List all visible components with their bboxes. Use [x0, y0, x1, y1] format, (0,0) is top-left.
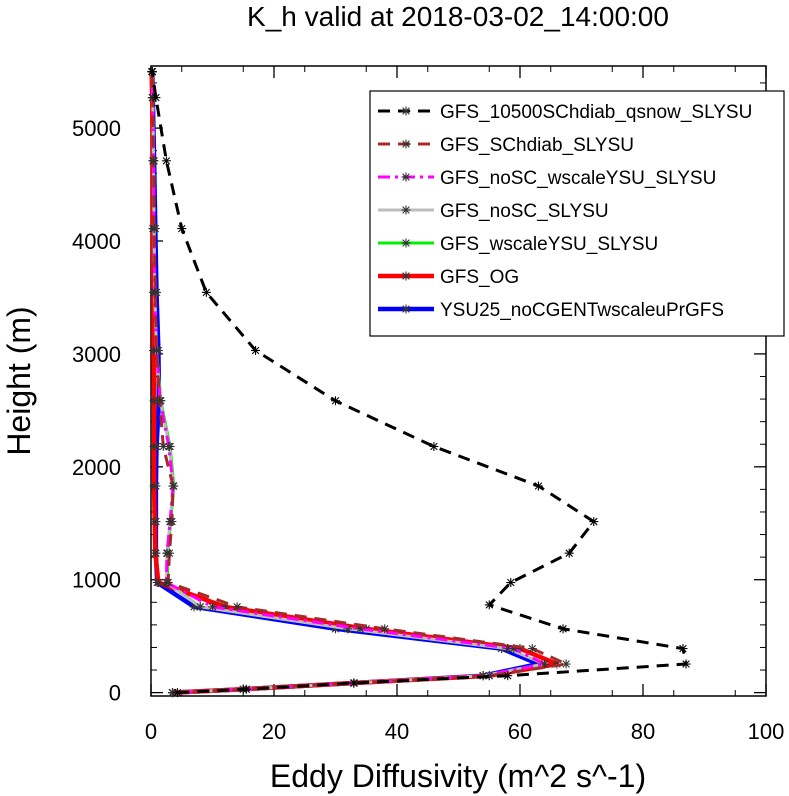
legend-item: GFS_SChdiab_SLYSU: [378, 135, 634, 156]
y-tick-label: 0: [109, 681, 121, 706]
legend-label: GFS_noSC_wscaleYSU_SLYSU: [440, 168, 716, 189]
chart-title: K_h valid at 2018-03-02_14:00:00: [247, 1, 669, 32]
legend-item: GFS_10500SChdiab_qsnow_SLYSU: [378, 102, 752, 123]
x-tick-label: 100: [748, 719, 785, 744]
series-GFS_10500SChdiab_qsnow_SLYSU: [147, 67, 691, 698]
series-point: [564, 548, 574, 558]
series-point: [150, 548, 160, 558]
series-point: [241, 684, 251, 694]
series-point: [167, 517, 177, 527]
x-tick-label: 60: [508, 719, 532, 744]
series-point: [161, 156, 171, 166]
series-point: [147, 67, 157, 77]
series-point: [503, 671, 513, 681]
series-point: [149, 396, 159, 406]
series-point: [164, 548, 174, 558]
legend-label: GFS_SChdiab_SLYSU: [440, 135, 634, 156]
series-point: [589, 517, 599, 527]
series-line: [150, 71, 688, 695]
series-point: [155, 396, 165, 406]
series-point: [151, 93, 161, 103]
series-point: [380, 624, 390, 634]
legend-box: [369, 90, 785, 337]
series-point: [149, 441, 159, 451]
series-point: [349, 678, 359, 688]
series-point: [331, 396, 340, 406]
legend-marker: [401, 271, 411, 281]
series-point: [152, 346, 162, 356]
series-point: [533, 481, 543, 491]
series-point: [195, 602, 205, 612]
legend-item: GFS_noSC_wscaleYSU_SLYSU: [378, 168, 716, 189]
legend: GFS_10500SChdiab_qsnow_SLYSU GFS_SChdiab_…: [369, 90, 785, 337]
legend-label: GFS_wscaleYSU_SLYSU: [440, 234, 658, 255]
y-tick-label: 5000: [72, 116, 121, 141]
series-point: [527, 644, 537, 654]
legend-marker: [401, 238, 411, 248]
series-point: [561, 659, 571, 669]
legend-marker: [401, 139, 411, 149]
y-tick-label: 2000: [72, 455, 121, 480]
legend-label: GFS_10500SChdiab_qsnow_SLYSU: [440, 102, 752, 123]
series-point: [172, 688, 182, 698]
x-tick-label: 0: [145, 719, 157, 744]
series-point: [158, 441, 168, 451]
series-point: [232, 602, 242, 612]
legend-marker: [401, 304, 411, 314]
legend-marker: [401, 106, 411, 116]
x-axis-label: Eddy Diffusivity (m^2 s^-1): [270, 758, 646, 794]
series-point: [558, 624, 568, 634]
series-layer: [147, 67, 691, 698]
series-point: [148, 156, 158, 166]
series-point: [150, 287, 160, 297]
series-point: [251, 346, 261, 356]
series-point: [153, 578, 163, 588]
series-point: [208, 602, 217, 612]
legend-label: GFS_noSC_SLYSU: [440, 201, 609, 222]
y-tick-label: 1000: [72, 568, 121, 593]
series-point: [164, 441, 174, 451]
x-tick-label: 80: [631, 719, 655, 744]
series-point: [678, 644, 688, 654]
plot-area: [150, 65, 767, 697]
y-axis-label: Height (m): [1, 306, 37, 455]
series-point: [506, 578, 516, 588]
series-point: [149, 224, 159, 234]
x-tick-label: 20: [262, 719, 286, 744]
series-point: [163, 578, 173, 588]
series-point: [681, 659, 691, 669]
legend-label: GFS_OG: [440, 267, 519, 288]
series-point: [484, 600, 494, 610]
series-point: [429, 441, 439, 451]
series-point: [150, 517, 160, 527]
legend-item: GFS_OG: [378, 267, 519, 288]
plot-frame: [150, 65, 767, 697]
legend-item: YSU25_noCGENTwscaleuPrGFS: [378, 300, 724, 321]
series-point: [168, 481, 178, 491]
series-point: [201, 287, 211, 297]
legend-item: GFS_wscaleYSU_SLYSU: [378, 234, 658, 255]
series-point: [149, 481, 159, 491]
legend-marker: [401, 172, 411, 182]
legend-marker: [401, 205, 411, 215]
series-point: [177, 224, 187, 234]
x-tick-label: 40: [385, 719, 409, 744]
legend-label: YSU25_noCGENTwscaleuPrGFS: [440, 300, 724, 321]
y-tick-label: 4000: [72, 229, 121, 254]
series-line: [150, 71, 568, 695]
legend-item: GFS_noSC_SLYSU: [378, 201, 609, 222]
y-tick-label: 3000: [72, 342, 121, 367]
